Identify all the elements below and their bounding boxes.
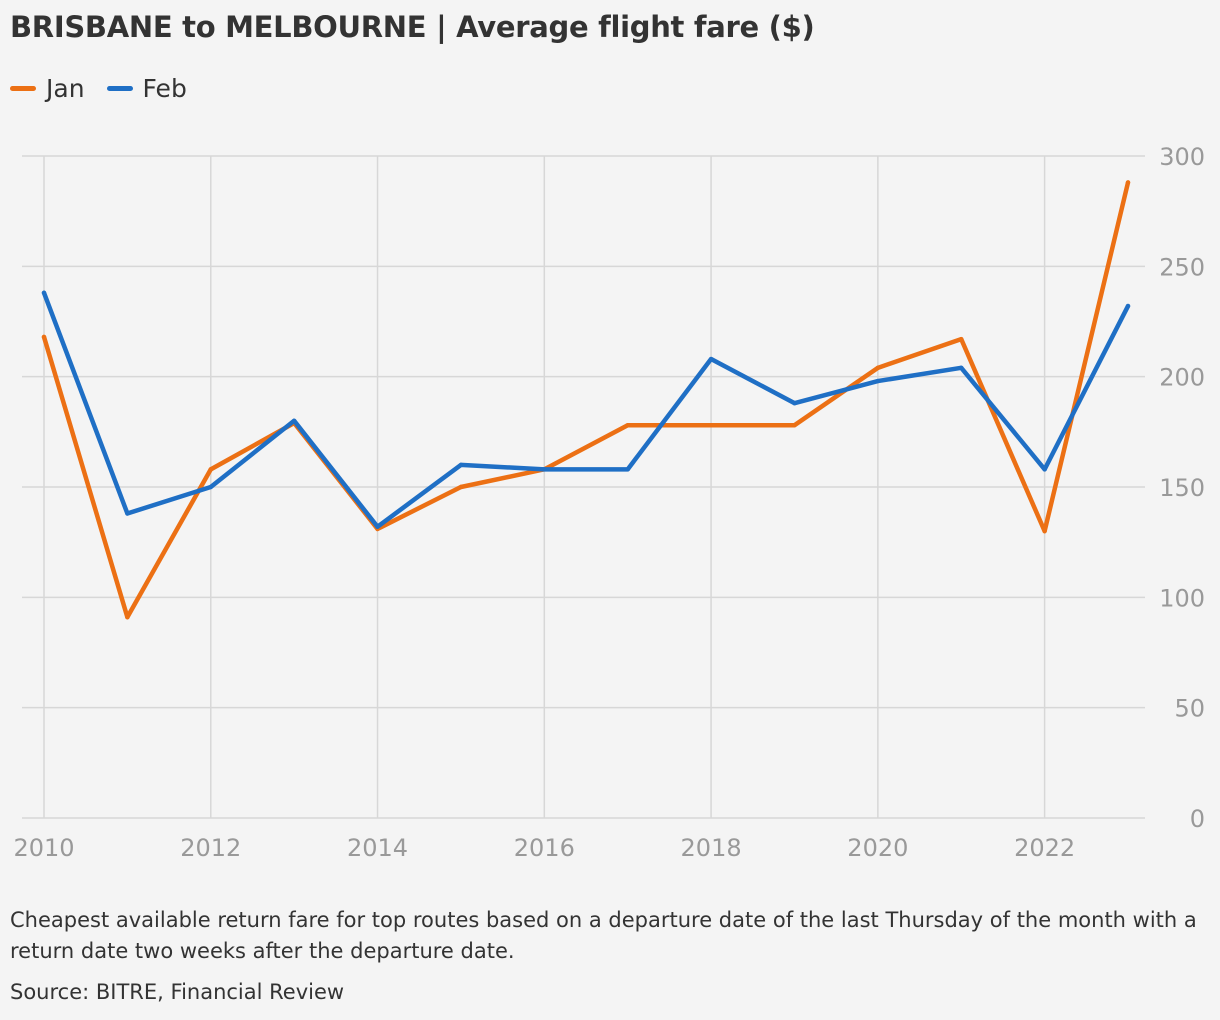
series-line-jan bbox=[41, 180, 1131, 620]
legend-item-jan: Jan bbox=[10, 74, 85, 103]
data-point-feb bbox=[875, 378, 881, 384]
x-tick-label: 2012 bbox=[180, 834, 241, 862]
y-tick-label: 0 bbox=[1190, 805, 1205, 833]
data-point-jan bbox=[792, 423, 797, 428]
series-line-feb bbox=[41, 290, 1131, 529]
y-tick-label: 150 bbox=[1159, 474, 1205, 502]
data-point-feb bbox=[375, 524, 380, 529]
data-point-feb bbox=[208, 484, 213, 490]
legend-item-feb: Feb bbox=[106, 74, 187, 103]
data-point-jan bbox=[708, 423, 714, 428]
y-tick-label: 100 bbox=[1159, 584, 1205, 612]
x-tick-label: 2016 bbox=[514, 834, 575, 862]
chart-title: BRISBANE to MELBOURNE | Average flight f… bbox=[10, 10, 815, 44]
grid bbox=[22, 155, 1145, 819]
data-point-jan bbox=[41, 334, 47, 340]
data-point-feb bbox=[1042, 467, 1047, 472]
x-tick-label: 2018 bbox=[681, 834, 742, 862]
data-point-jan bbox=[625, 423, 630, 428]
data-point-feb bbox=[125, 511, 130, 516]
data-point-jan bbox=[875, 365, 881, 371]
y-tick-label: 50 bbox=[1174, 695, 1205, 723]
y-tick-label: 200 bbox=[1159, 364, 1205, 392]
data-point-jan bbox=[1042, 528, 1047, 534]
legend-swatch-feb bbox=[106, 86, 133, 91]
data-point-feb bbox=[41, 290, 47, 296]
legend-swatch-jan bbox=[10, 86, 36, 91]
data-point-feb bbox=[708, 356, 714, 362]
x-tick-label: 2010 bbox=[13, 834, 74, 862]
data-point-feb bbox=[458, 462, 464, 468]
data-point-feb bbox=[959, 365, 964, 371]
data-point-jan bbox=[959, 336, 964, 342]
y-tick-label: 300 bbox=[1159, 143, 1205, 171]
data-point-jan bbox=[458, 484, 464, 490]
data-point-jan bbox=[1125, 180, 1131, 185]
data-point-feb bbox=[792, 400, 797, 406]
data-point-feb bbox=[625, 467, 630, 472]
series-lines bbox=[41, 180, 1131, 620]
y-tick-label: 250 bbox=[1159, 253, 1205, 281]
footnote: Cheapest available return fare for top r… bbox=[10, 908, 1197, 963]
x-tick-label: 2020 bbox=[847, 834, 908, 862]
data-point-jan bbox=[208, 467, 213, 472]
data-point-feb bbox=[542, 467, 547, 472]
source-credit: Source: BITRE, Financial Review bbox=[10, 980, 345, 1004]
legend: Jan Feb bbox=[10, 74, 209, 103]
line-chart: 0 50 100 150 200 250 300 2010 2012 2014 2016 2018 20… bbox=[13, 143, 1205, 862]
x-tick-label: 2022 bbox=[1014, 834, 1075, 862]
data-point-feb bbox=[291, 418, 297, 423]
tick-labels: 0 50 100 150 200 250 300 2010 2012 2014 2016 2018 20… bbox=[13, 143, 1205, 862]
legend-label-jan: Jan bbox=[46, 74, 85, 103]
x-tick-label: 2014 bbox=[347, 834, 408, 862]
legend-label-feb: Feb bbox=[142, 74, 187, 103]
data-point-jan bbox=[125, 614, 130, 620]
data-point-feb bbox=[1125, 303, 1131, 309]
